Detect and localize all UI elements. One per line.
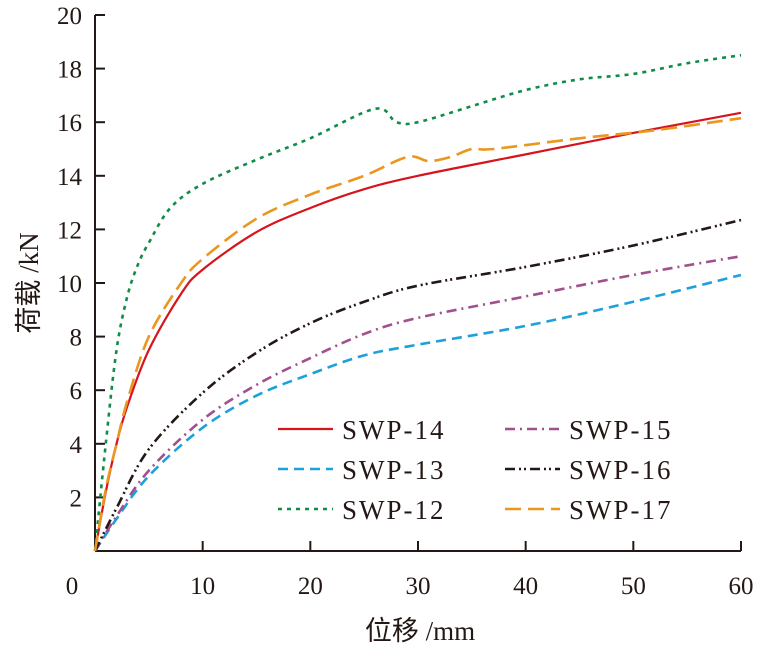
legend-label: SWP-12 xyxy=(342,495,446,525)
y-tick-label: 4 xyxy=(70,432,83,459)
x-tick-label: 50 xyxy=(621,573,646,600)
y-tick-label: 10 xyxy=(57,271,82,298)
legend-label: SWP-16 xyxy=(569,455,673,485)
legend-label: SWP-13 xyxy=(342,455,446,485)
series-line-swp-16 xyxy=(93,218,742,552)
x-tick-label: 20 xyxy=(298,573,323,600)
series-line-swp-13 xyxy=(93,273,742,552)
y-tick-label: 6 xyxy=(70,378,83,405)
axes xyxy=(94,14,742,552)
legend-item-swp-12: SWP-12 xyxy=(278,495,446,525)
x-tick-labels: 0 10 20 30 40 50 60 xyxy=(66,573,754,600)
x-ticks xyxy=(201,541,742,551)
y-tick-label: 14 xyxy=(57,164,83,191)
y-tick-label: 2 xyxy=(70,485,83,512)
legend-item-swp-16: SWP-16 xyxy=(505,455,673,485)
legend-label: SWP-17 xyxy=(569,495,673,525)
legend-item-swp-13: SWP-13 xyxy=(278,455,446,485)
y-tick-label: 16 xyxy=(57,110,82,137)
y-tick-labels: 2 4 6 8 10 12 14 16 18 20 xyxy=(57,3,83,512)
y-tick-label: 18 xyxy=(57,57,82,84)
y-tick-label: 8 xyxy=(70,325,83,352)
series-line-swp-15 xyxy=(93,254,742,552)
series-group xyxy=(93,53,742,552)
series-line-swp-14 xyxy=(93,111,742,552)
x-axis-title: 位移 /mm xyxy=(365,616,475,646)
y-tick-label: 12 xyxy=(57,217,82,244)
legend-item-swp-14: SWP-14 xyxy=(278,415,446,445)
legend: SWP-14 SWP-13 SWP-12 SWP-15 SWP-16 SWP-1… xyxy=(278,415,673,525)
series-line-swp-17 xyxy=(93,116,742,552)
series-line-swp-12 xyxy=(93,53,742,552)
y-ticks xyxy=(95,14,105,499)
x-tick-label: 0 xyxy=(66,573,79,600)
legend-item-swp-15: SWP-15 xyxy=(505,415,673,445)
x-tick-label: 60 xyxy=(729,573,754,600)
x-tick-label: 10 xyxy=(190,573,215,600)
y-axis-title: 荷载 /kN xyxy=(14,232,44,333)
y-tick-label: 20 xyxy=(57,3,82,30)
legend-label: SWP-15 xyxy=(569,415,673,445)
legend-item-swp-17: SWP-17 xyxy=(505,495,673,525)
x-tick-label: 30 xyxy=(406,573,431,600)
legend-label: SWP-14 xyxy=(342,415,446,445)
x-tick-label: 40 xyxy=(513,573,538,600)
